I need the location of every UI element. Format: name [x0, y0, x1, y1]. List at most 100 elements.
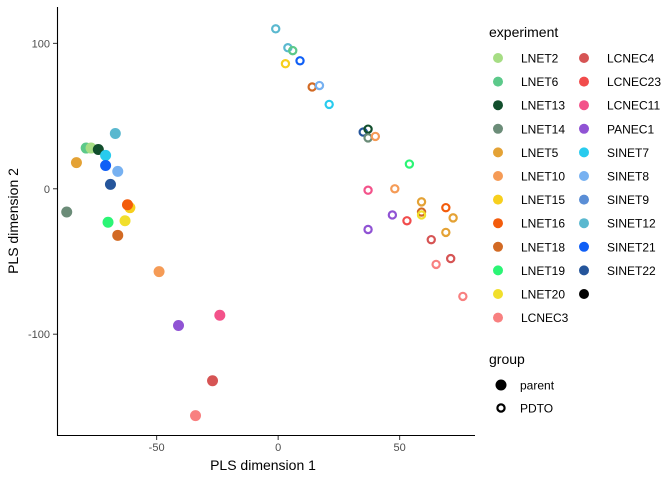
point-lnet5-parent: [70, 157, 82, 169]
legend-key-panec1: [579, 123, 589, 134]
data-points: [61, 24, 468, 422]
legend-key-lnet20: [493, 289, 503, 299]
point-lcnec11-parent: [214, 309, 226, 321]
point-panec1-parent: [173, 319, 185, 331]
x-tick-label: 0: [275, 442, 281, 454]
legend-key-lnet16: [493, 218, 503, 229]
legend-label: SINET21: [607, 240, 656, 254]
legend-key-lnet13: [493, 100, 503, 111]
legend-label: LNET14: [521, 122, 565, 136]
point-lcnec11-pdto: [363, 185, 373, 195]
legend-key-lnet10: [493, 171, 503, 181]
point-panec1-pdto: [387, 210, 398, 220]
y-tick-label: 0: [44, 184, 50, 196]
legend-key-sinet22: [579, 265, 589, 276]
legend-label: SINET22: [607, 264, 656, 278]
point-panec1-pdto: [363, 224, 373, 235]
legend-label: LNET18: [521, 240, 565, 254]
y-axis-ticks: 100 0 -100: [28, 38, 57, 341]
x-axis-ticks: -50 0 50: [149, 436, 406, 454]
legend-key-lcnec4: [579, 53, 589, 63]
legend-key-sinet8: [579, 171, 589, 181]
legend-key-sinet21: [579, 241, 589, 252]
legend: experiment LNET2 LNET6 LNET13 LNET14 LNET5 LN…: [489, 24, 661, 416]
legend-title-experiment: experiment: [489, 24, 558, 40]
point-lnet16-pdto: [441, 202, 451, 213]
legend-label: LNET15: [521, 193, 565, 207]
point-lcnec23-pdto: [402, 216, 412, 226]
x-tick-label: -50: [149, 442, 165, 454]
legend-key-lcnec11: [579, 100, 589, 111]
legend-key-parent: [495, 379, 507, 391]
x-tick-label: 50: [394, 442, 406, 454]
point-lnet19-parent: [102, 216, 114, 228]
legend-label: LNET5: [521, 146, 559, 160]
point-lnet6-pdto: [288, 45, 298, 56]
point-lnet14-parent: [61, 206, 73, 218]
plot-panel: -50 0 50 100 0 -100: [28, 7, 475, 454]
legend-label: SINET9: [607, 193, 649, 207]
legend-label: SINET12: [607, 217, 656, 231]
point-lnet18-pdto: [307, 82, 317, 92]
legend-label: SINET7: [607, 146, 649, 160]
point-lnet10-pdto: [390, 184, 400, 194]
legend-key-sinet9: [579, 194, 589, 205]
legend-label: SINET8: [607, 170, 649, 184]
legend-key-lnet18: [493, 241, 503, 252]
point-lnet5-pdto: [441, 227, 451, 238]
point-lcnec3-pdto: [431, 259, 441, 270]
legend-label: LNET2: [521, 52, 559, 66]
legend-key-lnet15: [493, 194, 503, 205]
legend-key-sinet12: [579, 218, 589, 229]
legend-key-lcnec23: [579, 76, 589, 87]
legend-label: LCNEC4: [607, 52, 655, 66]
point-lnet10-parent: [153, 266, 165, 278]
point-sinet7-pdto: [324, 99, 334, 110]
point-lnet13-pdto: [363, 124, 373, 134]
legend-label: LNET19: [521, 264, 565, 278]
legend-label: LNET6: [521, 75, 559, 89]
legend-group-entries: parent PDTO: [495, 379, 555, 416]
legend-key-lnet19: [493, 265, 503, 276]
point-lcnec3-parent: [190, 410, 202, 422]
point-sinet12-parent: [109, 128, 121, 140]
legend-key-sinet7: [579, 147, 589, 158]
point-lcnec4-pdto: [426, 234, 436, 245]
point-lnet5-pdto: [448, 213, 458, 223]
legend-key-unlabeled: [579, 289, 589, 299]
legend-label: PDTO: [520, 402, 553, 416]
point-sinet22-parent: [104, 178, 116, 190]
legend-label: parent: [520, 379, 555, 393]
point-lnet14-pdto: [363, 133, 373, 143]
y-axis-title: PLS dimension 2: [5, 168, 21, 274]
legend-label: LCNEC3: [521, 311, 569, 325]
point-lcnec4-parent: [207, 375, 219, 387]
legend-experiment-entries: LNET2 LNET6 LNET13 LNET14 LNET5 LNET10 LNET15 L…: [493, 52, 661, 325]
legend-title-group: group: [489, 351, 525, 367]
point-lnet16-parent: [121, 199, 133, 211]
point-sinet12-pdto: [271, 24, 281, 34]
legend-label: LNET13: [521, 99, 565, 113]
point-lcnec3-pdto: [458, 291, 468, 302]
legend-label: PANEC1: [607, 122, 654, 136]
point-lnet20-parent: [119, 215, 131, 227]
point-sinet21-parent: [100, 160, 112, 172]
legend-label: LNET16: [521, 217, 565, 231]
y-tick-label: -100: [28, 329, 50, 341]
legend-key-lnet6: [493, 76, 503, 87]
legend-key-lcnec3: [493, 312, 503, 323]
legend-key-lnet14: [493, 123, 503, 134]
legend-label: LNET20: [521, 288, 565, 302]
x-axis-title: PLS dimension 1: [210, 457, 316, 473]
point-sinet8-pdto: [314, 80, 325, 91]
legend-label: LCNEC23: [607, 75, 661, 89]
point-lcnec4-pdto: [445, 253, 456, 264]
point-sinet8-parent: [112, 165, 124, 177]
legend-key-lnet2: [493, 53, 503, 63]
legend-key-pdto: [496, 403, 506, 413]
point-lnet15-pdto: [280, 59, 291, 69]
legend-key-lnet5: [493, 147, 503, 158]
point-lnet5-pdto: [416, 197, 427, 207]
point-lnet20-pdto: [416, 210, 427, 220]
